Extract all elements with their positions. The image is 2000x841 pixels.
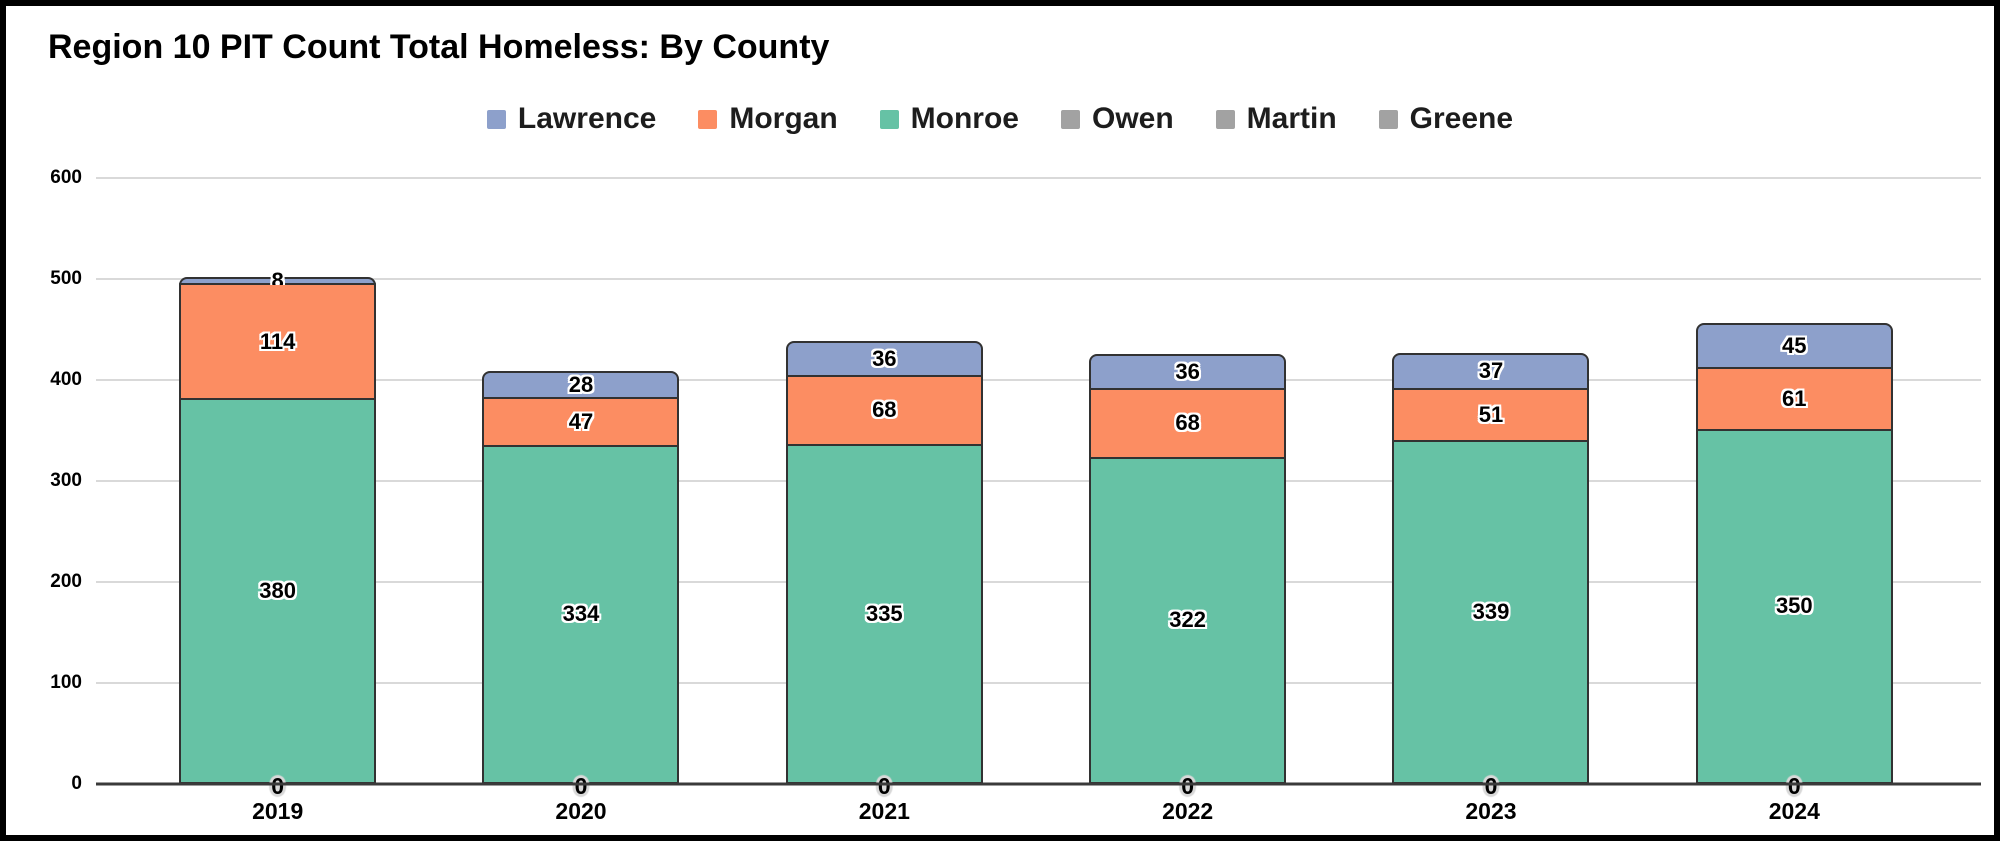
x-axis-labels: 2019 2020 2021 2022 2023 2024 (126, 798, 1946, 825)
x-axis-label-2020: 2020 (555, 798, 607, 824)
bar-value-label: 36 (1175, 358, 1200, 384)
bar-segment-lawrence-2023: 37 (1392, 352, 1590, 391)
legend-swatch-greene (1378, 109, 1398, 129)
bar-2022: 36 68 322 (1089, 178, 1287, 784)
legend-item-owen: Owen (1060, 102, 1174, 136)
bar-segment-morgan-2023: 51 (1392, 390, 1590, 442)
bars-layer: 8 114 380 0 28 47 334 0 36 68 335 0 36 68 322 0 37 51 339 0… (126, 178, 1946, 798)
bar-segment-monroe-2022: 322 (1089, 458, 1287, 784)
bar-segment-morgan-2022: 68 (1089, 390, 1287, 459)
x-axis-label-2023: 2023 (1465, 798, 1517, 824)
legend-item-label: Martin (1246, 102, 1337, 135)
x-axis-label-2021: 2021 (858, 798, 910, 824)
x-axis-label-2022: 2022 (1162, 798, 1214, 824)
legend-item-label: Owen (1091, 102, 1174, 135)
zero-value-label: 0 (877, 773, 891, 799)
gridline (96, 278, 1981, 280)
bar-value-label: 61 (1782, 385, 1807, 411)
gridline (96, 480, 1981, 482)
bar-segment-monroe-2020: 334 (482, 446, 680, 784)
bar-value-label: 47 (568, 408, 594, 434)
bar-segment-lawrence-2020: 28 (482, 370, 680, 400)
bar-value-label: 51 (1478, 401, 1504, 427)
bar-2023: 37 51 339 (1392, 178, 1590, 784)
legend-item-lawrence: Lawrence (486, 102, 657, 136)
bar-value-label: 114 (259, 328, 296, 354)
bar-value-label: 36 (872, 345, 897, 371)
bar-value-label: 68 (1175, 410, 1200, 436)
x-axis-label-2019: 2019 (252, 798, 304, 824)
legend-item-greene: Greene (1378, 102, 1514, 136)
zero-value-label: 0 (1484, 773, 1498, 799)
legend-item-label: Morgan (729, 102, 838, 135)
bar-slot-2022: 36 68 322 0 (1036, 178, 1339, 798)
x-axis-label-2024: 2024 (1768, 798, 1820, 824)
chart-title: Region 10 PIT Count Total Homeless: By C… (48, 28, 830, 66)
zero-value-label: 0 (1787, 773, 1801, 799)
bar-2024: 45 61 350 (1695, 178, 1893, 784)
legend-item-label: Monroe (910, 102, 1019, 135)
bar-value-label: 334 (562, 601, 600, 627)
gridline (96, 581, 1981, 583)
bar-segment-monroe-2024: 350 (1695, 430, 1893, 784)
bar-segment-lawrence-2021: 36 (785, 340, 983, 377)
bar-value-label: 335 (865, 600, 903, 626)
legend-item-monroe: Monroe (879, 102, 1019, 136)
bar-segment-monroe-2023: 339 (1392, 441, 1590, 784)
gridline (96, 177, 1981, 179)
bar-2019: 8 114 380 (179, 178, 377, 784)
bar-value-label: 68 (872, 397, 897, 423)
bar-value-label: 28 (568, 372, 594, 398)
bar-segment-lawrence-2019: 8 (179, 270, 377, 292)
bar-slot-2024: 45 61 350 0 (1643, 178, 1946, 798)
bar-segment-monroe-2021: 335 (785, 445, 983, 784)
bar-segment-morgan-2020: 47 (482, 399, 680, 447)
bar-segment-morgan-2021: 68 (785, 376, 983, 446)
legend-item-label: Lawrence (517, 102, 657, 135)
bar-2021: 36 68 335 (785, 178, 983, 784)
bar-value-label: 37 (1478, 358, 1504, 384)
plot-area: 0 100 200 300 400 500 600 8 114 380 0 28 47 334 0 36 68… (50, 168, 1981, 798)
x-axis-baseline (96, 782, 1981, 786)
bar-value-label: 350 (1775, 593, 1813, 619)
legend-item-label: Greene (1409, 102, 1514, 135)
bar-slot-2020: 28 47 334 0 (429, 178, 732, 798)
legend-item-martin: Martin (1215, 102, 1337, 136)
bar-slot-2019: 8 114 380 0 (126, 178, 429, 798)
bar-value-label: 380 (259, 578, 297, 604)
legend-item-morgan: Morgan (698, 102, 838, 136)
zero-value-label: 0 (1181, 773, 1195, 799)
bar-value-label: 45 (1782, 333, 1807, 359)
bar-value-label: 339 (1472, 598, 1510, 624)
legend-swatch-morgan (698, 109, 718, 129)
bar-slot-2021: 36 68 335 0 (733, 178, 1036, 798)
legend: Lawrence Morgan Monroe Owen Martin Greene (6, 102, 1994, 136)
legend-swatch-monroe (879, 109, 899, 129)
gridline (96, 379, 1981, 381)
bar-segment-lawrence-2022: 36 (1089, 353, 1287, 391)
bar-segment-monroe-2019: 380 (179, 400, 377, 784)
zero-value-label: 0 (574, 773, 588, 799)
legend-swatch-owen (1060, 109, 1080, 129)
bar-2020: 28 47 334 (482, 178, 680, 784)
bar-slot-2023: 37 51 339 0 (1339, 178, 1642, 798)
gridline (96, 682, 1981, 684)
bar-segment-morgan-2024: 61 (1695, 368, 1893, 431)
legend-swatch-martin (1215, 109, 1235, 129)
bar-value-label: 322 (1169, 607, 1206, 633)
bar-segment-lawrence-2024: 45 (1695, 323, 1893, 369)
zero-value-label: 0 (271, 773, 285, 799)
legend-swatch-lawrence (486, 109, 506, 129)
bar-segment-morgan-2019: 114 (179, 285, 377, 401)
